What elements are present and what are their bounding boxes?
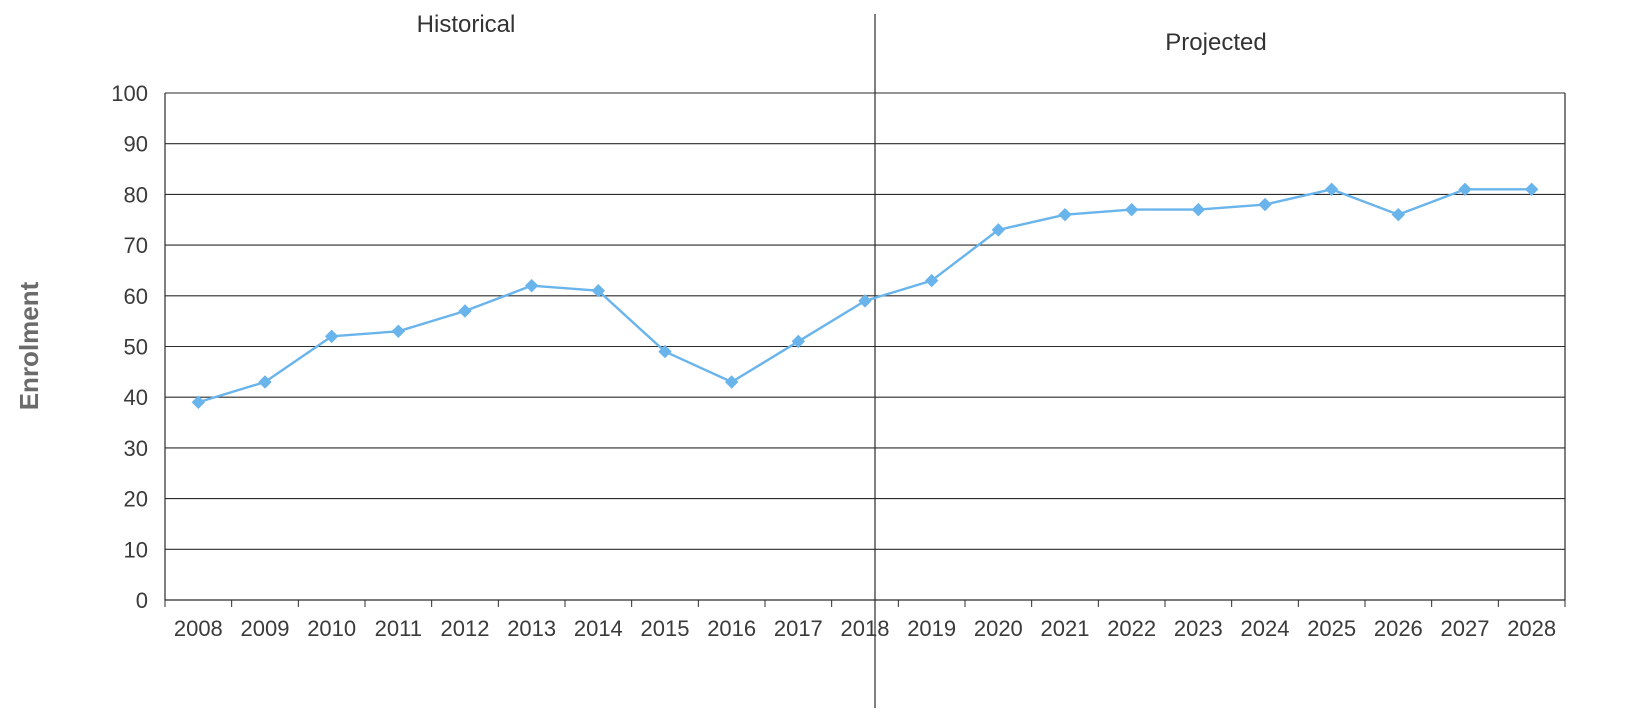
data-point-2011: [391, 324, 406, 338]
x-tick-label-2018: 2018: [841, 616, 890, 641]
data-point-2016: [724, 375, 739, 389]
gridlines: [165, 92, 1565, 601]
y-tick-label-60: 60: [124, 284, 148, 309]
data-point-2024: [1258, 197, 1272, 212]
data-point-2014: [591, 284, 606, 298]
x-tick-label-2023: 2023: [1174, 616, 1223, 641]
x-tick-label-2008: 2008: [174, 616, 223, 641]
data-point-2021: [1058, 207, 1072, 222]
x-tick-label-2020: 2020: [974, 616, 1023, 641]
y-tick-label-70: 70: [124, 233, 148, 258]
y-tick-label-100: 100: [111, 81, 148, 106]
x-tick-label-2012: 2012: [441, 616, 490, 641]
data-point-2010: [324, 329, 339, 344]
data-point-2022: [1124, 202, 1139, 217]
x-tick-label-2027: 2027: [1441, 616, 1490, 641]
data-point-2009: [258, 375, 272, 389]
series-enrolment: [191, 182, 1539, 409]
y-tick-label-30: 30: [124, 436, 148, 461]
x-tick-label-2019: 2019: [907, 616, 956, 641]
data-point-2017: [791, 334, 806, 349]
historical-label: Historical: [417, 11, 516, 38]
y-tick-label-20: 20: [124, 487, 148, 512]
x-tick-labels: 2008 2009 2010 2011 2012 2013 2014 2015 2016 2017…: [174, 616, 1556, 641]
data-point-2020: [991, 223, 1006, 237]
x-tick-label-2009: 2009: [241, 616, 290, 641]
x-tick-label-2017: 2017: [774, 616, 823, 641]
x-tick-label-2026: 2026: [1374, 616, 1423, 641]
y-tick-label-10: 10: [124, 537, 148, 562]
y-tick-label-0: 0: [136, 588, 148, 613]
x-tick-label-2014: 2014: [574, 616, 623, 641]
y-tick-label-40: 40: [124, 385, 148, 410]
x-tick-label-2025: 2025: [1307, 616, 1356, 641]
x-tick-label-2028: 2028: [1507, 616, 1556, 641]
y-tick-label-80: 80: [124, 182, 148, 207]
data-point-2008: [191, 395, 206, 409]
y-tick-label-90: 90: [124, 132, 148, 157]
data-point-2026: [1391, 207, 1406, 222]
data-point-2012: [458, 304, 472, 318]
data-point-2013: [524, 278, 539, 293]
data-point-2018: [858, 294, 872, 308]
y-axis-title: Enrolment: [14, 281, 44, 410]
data-point-2025: [1324, 182, 1339, 197]
x-tick-label-2016: 2016: [707, 616, 756, 641]
x-tick-label-2011: 2011: [375, 616, 422, 641]
x-tick-label-2015: 2015: [641, 616, 690, 641]
data-point-2023: [1191, 202, 1206, 217]
axes: [164, 14, 1566, 708]
data-point-2027: [1458, 182, 1472, 197]
x-tick-label-2021: 2021: [1041, 616, 1090, 641]
x-tick-label-2022: 2022: [1107, 616, 1156, 641]
y-tick-labels: 0 10 20 30 40 50 60 70 80 90 100: [111, 81, 148, 613]
y-tick-label-50: 50: [124, 335, 148, 360]
data-point-2028: [1524, 182, 1539, 197]
data-point-2015: [658, 344, 672, 359]
x-tick-label-2010: 2010: [307, 616, 356, 641]
projected-label: Projected: [1165, 29, 1266, 56]
data-point-2019: [924, 273, 939, 288]
x-tick-label-2024: 2024: [1241, 616, 1290, 641]
x-tick-label-2013: 2013: [507, 616, 556, 641]
